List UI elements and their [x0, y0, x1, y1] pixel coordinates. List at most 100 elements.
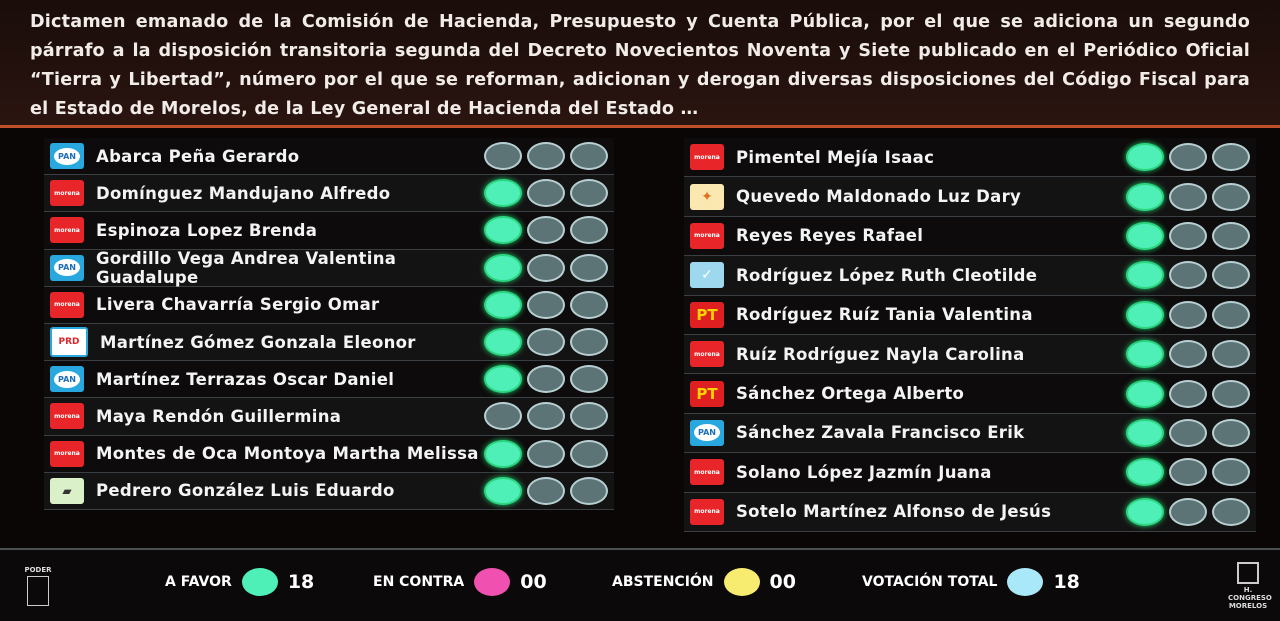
vote-contra-indicator-icon	[1169, 379, 1207, 408]
vote-abstencion-indicator-icon	[1212, 261, 1250, 290]
vote-favor-indicator-icon	[484, 365, 522, 394]
vote-abstencion-indicator-icon	[1212, 300, 1250, 329]
vote-favor-indicator-icon	[1126, 418, 1164, 447]
vote-contra-indicator-icon	[527, 476, 565, 505]
vote-abstencion-indicator-icon	[570, 216, 608, 245]
vote-contra-indicator-icon	[527, 328, 565, 357]
legislator-row: morena Domínguez Mandujano Alfredo	[44, 175, 614, 213]
vote-favor-indicator-icon	[484, 253, 522, 282]
legend-total: VOTACIÓN TOTAL 18	[862, 568, 1080, 596]
legislator-row: morena Ruíz Rodríguez Nayla Carolina	[684, 334, 1256, 375]
vote-favor-indicator-icon	[1126, 497, 1164, 526]
legislator-row: morena Reyes Reyes Rafael	[684, 216, 1256, 257]
legislator-name: Reyes Reyes Rafael	[736, 226, 924, 246]
vote-favor-indicator-icon	[1126, 300, 1164, 329]
legislator-row: morena Maya Rendón Guillermina	[44, 398, 614, 436]
poder-legislativo-emblem: PODER	[20, 566, 56, 608]
legislator-row: morena Espinoza Lopez Brenda	[44, 212, 614, 250]
vote-indicators	[484, 216, 608, 245]
abstencion-swatch-icon	[723, 568, 760, 596]
vote-indicators	[1126, 418, 1250, 447]
legislator-name: Pimentel Mejía Isaac	[736, 147, 935, 167]
vote-contra-indicator-icon	[1169, 221, 1207, 250]
legend-favor: A FAVOR 18	[165, 568, 314, 596]
total-count: 18	[1053, 571, 1080, 593]
vote-indicators	[484, 253, 608, 282]
vote-favor-indicator-icon	[484, 328, 522, 357]
vote-abstencion-indicator-icon	[570, 365, 608, 394]
legislator-name: Solano López Jazmín Juana	[736, 462, 992, 482]
legislator-name: Domínguez Mandujano Alfredo	[96, 183, 391, 203]
party-logo-morena-icon: morena	[50, 440, 84, 467]
legislator-name: Abarca Peña Gerardo	[96, 146, 300, 166]
legislator-name: Montes de Oca Montoya Martha Melissa	[96, 444, 479, 464]
party-logo-pt-icon: PT	[690, 301, 724, 328]
vote-abstencion-indicator-icon	[1212, 143, 1250, 172]
vote-favor-indicator-icon	[1126, 261, 1164, 290]
party-logo-morena-icon: morena	[50, 291, 84, 318]
congreso-morelos-logo: H. CONGRESO MORELOS	[1228, 562, 1272, 610]
party-logo-morena-icon: morena	[690, 144, 724, 171]
vote-abstencion-indicator-icon	[1212, 418, 1250, 447]
vote-contra-indicator-icon	[527, 253, 565, 282]
vote-abstencion-indicator-icon	[570, 290, 608, 319]
legislator-row: PRD Martínez Gómez Gonzala Eleonor	[44, 323, 614, 362]
header: Dictamen emanado de la Comisión de Hacie…	[0, 0, 1280, 128]
vote-contra-indicator-icon	[1169, 340, 1207, 369]
vote-indicators	[1126, 261, 1250, 290]
vote-favor-indicator-icon	[484, 402, 522, 431]
legislator-row: PAN Abarca Peña Gerardo	[44, 138, 614, 176]
legislator-name: Martínez Terrazas Oscar Daniel	[96, 369, 395, 389]
favor-label: A FAVOR	[165, 574, 232, 590]
contra-label: EN CONTRA	[373, 574, 465, 590]
vote-favor-indicator-icon	[1126, 458, 1164, 487]
vote-favor-indicator-icon	[484, 290, 522, 319]
vote-contra-indicator-icon	[1169, 418, 1207, 447]
legislator-row: morena Solano López Jazmín Juana	[684, 453, 1256, 493]
vote-favor-indicator-icon	[1126, 340, 1164, 369]
vote-abstencion-indicator-icon	[1212, 221, 1250, 250]
legislators-right-column: morena Pimentel Mejía Isaac ✦ Quevedo Ma…	[684, 138, 1256, 532]
vote-abstencion-indicator-icon	[570, 328, 608, 357]
party-logo-prd-icon: PRD	[50, 327, 88, 358]
legislator-row: morena Pimentel Mejía Isaac	[684, 138, 1256, 178]
vote-contra-indicator-icon	[1169, 300, 1207, 329]
party-logo-morena-icon: morena	[690, 459, 724, 486]
vote-abstencion-indicator-icon	[1212, 458, 1250, 487]
vote-favor-indicator-icon	[1126, 143, 1164, 172]
vote-abstencion-indicator-icon	[1212, 340, 1250, 369]
favor-swatch-icon	[241, 568, 278, 596]
party-logo-morena-icon: morena	[50, 403, 84, 430]
vote-favor-indicator-icon	[484, 439, 522, 468]
legislator-name: Ruíz Rodríguez Nayla Carolina	[736, 344, 1025, 364]
vote-contra-indicator-icon	[1169, 261, 1207, 290]
vote-contra-indicator-icon	[527, 142, 565, 171]
vote-indicators	[1126, 458, 1250, 487]
vote-abstencion-indicator-icon	[1212, 379, 1250, 408]
legislator-name: Sánchez Ortega Alberto	[736, 384, 965, 404]
party-logo-pan-icon: PAN	[50, 366, 84, 393]
vote-contra-indicator-icon	[527, 402, 565, 431]
vote-contra-indicator-icon	[1169, 143, 1207, 172]
legislator-name: Sánchez Zavala Francisco Erik	[736, 423, 1025, 443]
vote-totals-bar: PODER A FAVOR 18 EN CONTRA 00 ABSTENCIÓN…	[0, 548, 1280, 621]
vote-contra-indicator-icon	[1169, 497, 1207, 526]
legislator-name: Gordillo Vega Andrea Valentina Guadalupe	[96, 248, 397, 287]
abstencion-label: ABSTENCIÓN	[612, 574, 714, 590]
party-logo-mc-icon: ✦	[690, 183, 724, 210]
legislators-left-column: PAN Abarca Peña Gerardo morena Domínguez…	[44, 138, 614, 510]
vote-indicators	[484, 476, 608, 505]
vote-indicators	[484, 179, 608, 208]
vote-indicators	[1126, 143, 1250, 172]
legislator-name: Rodríguez Ruíz Tania Valentina	[736, 305, 1033, 325]
vote-abstencion-indicator-icon	[570, 476, 608, 505]
vote-favor-indicator-icon	[484, 216, 522, 245]
vote-indicators	[1126, 300, 1250, 329]
favor-count: 18	[287, 571, 315, 593]
vote-contra-indicator-icon	[527, 439, 565, 468]
vote-abstencion-indicator-icon	[570, 402, 608, 431]
vote-indicators	[1126, 497, 1250, 526]
vote-indicators	[1126, 182, 1250, 211]
legislator-row: ✦ Quevedo Maldonado Luz Dary	[684, 177, 1256, 217]
legislator-row: PAN Sánchez Zavala Francisco Erik	[684, 413, 1256, 454]
